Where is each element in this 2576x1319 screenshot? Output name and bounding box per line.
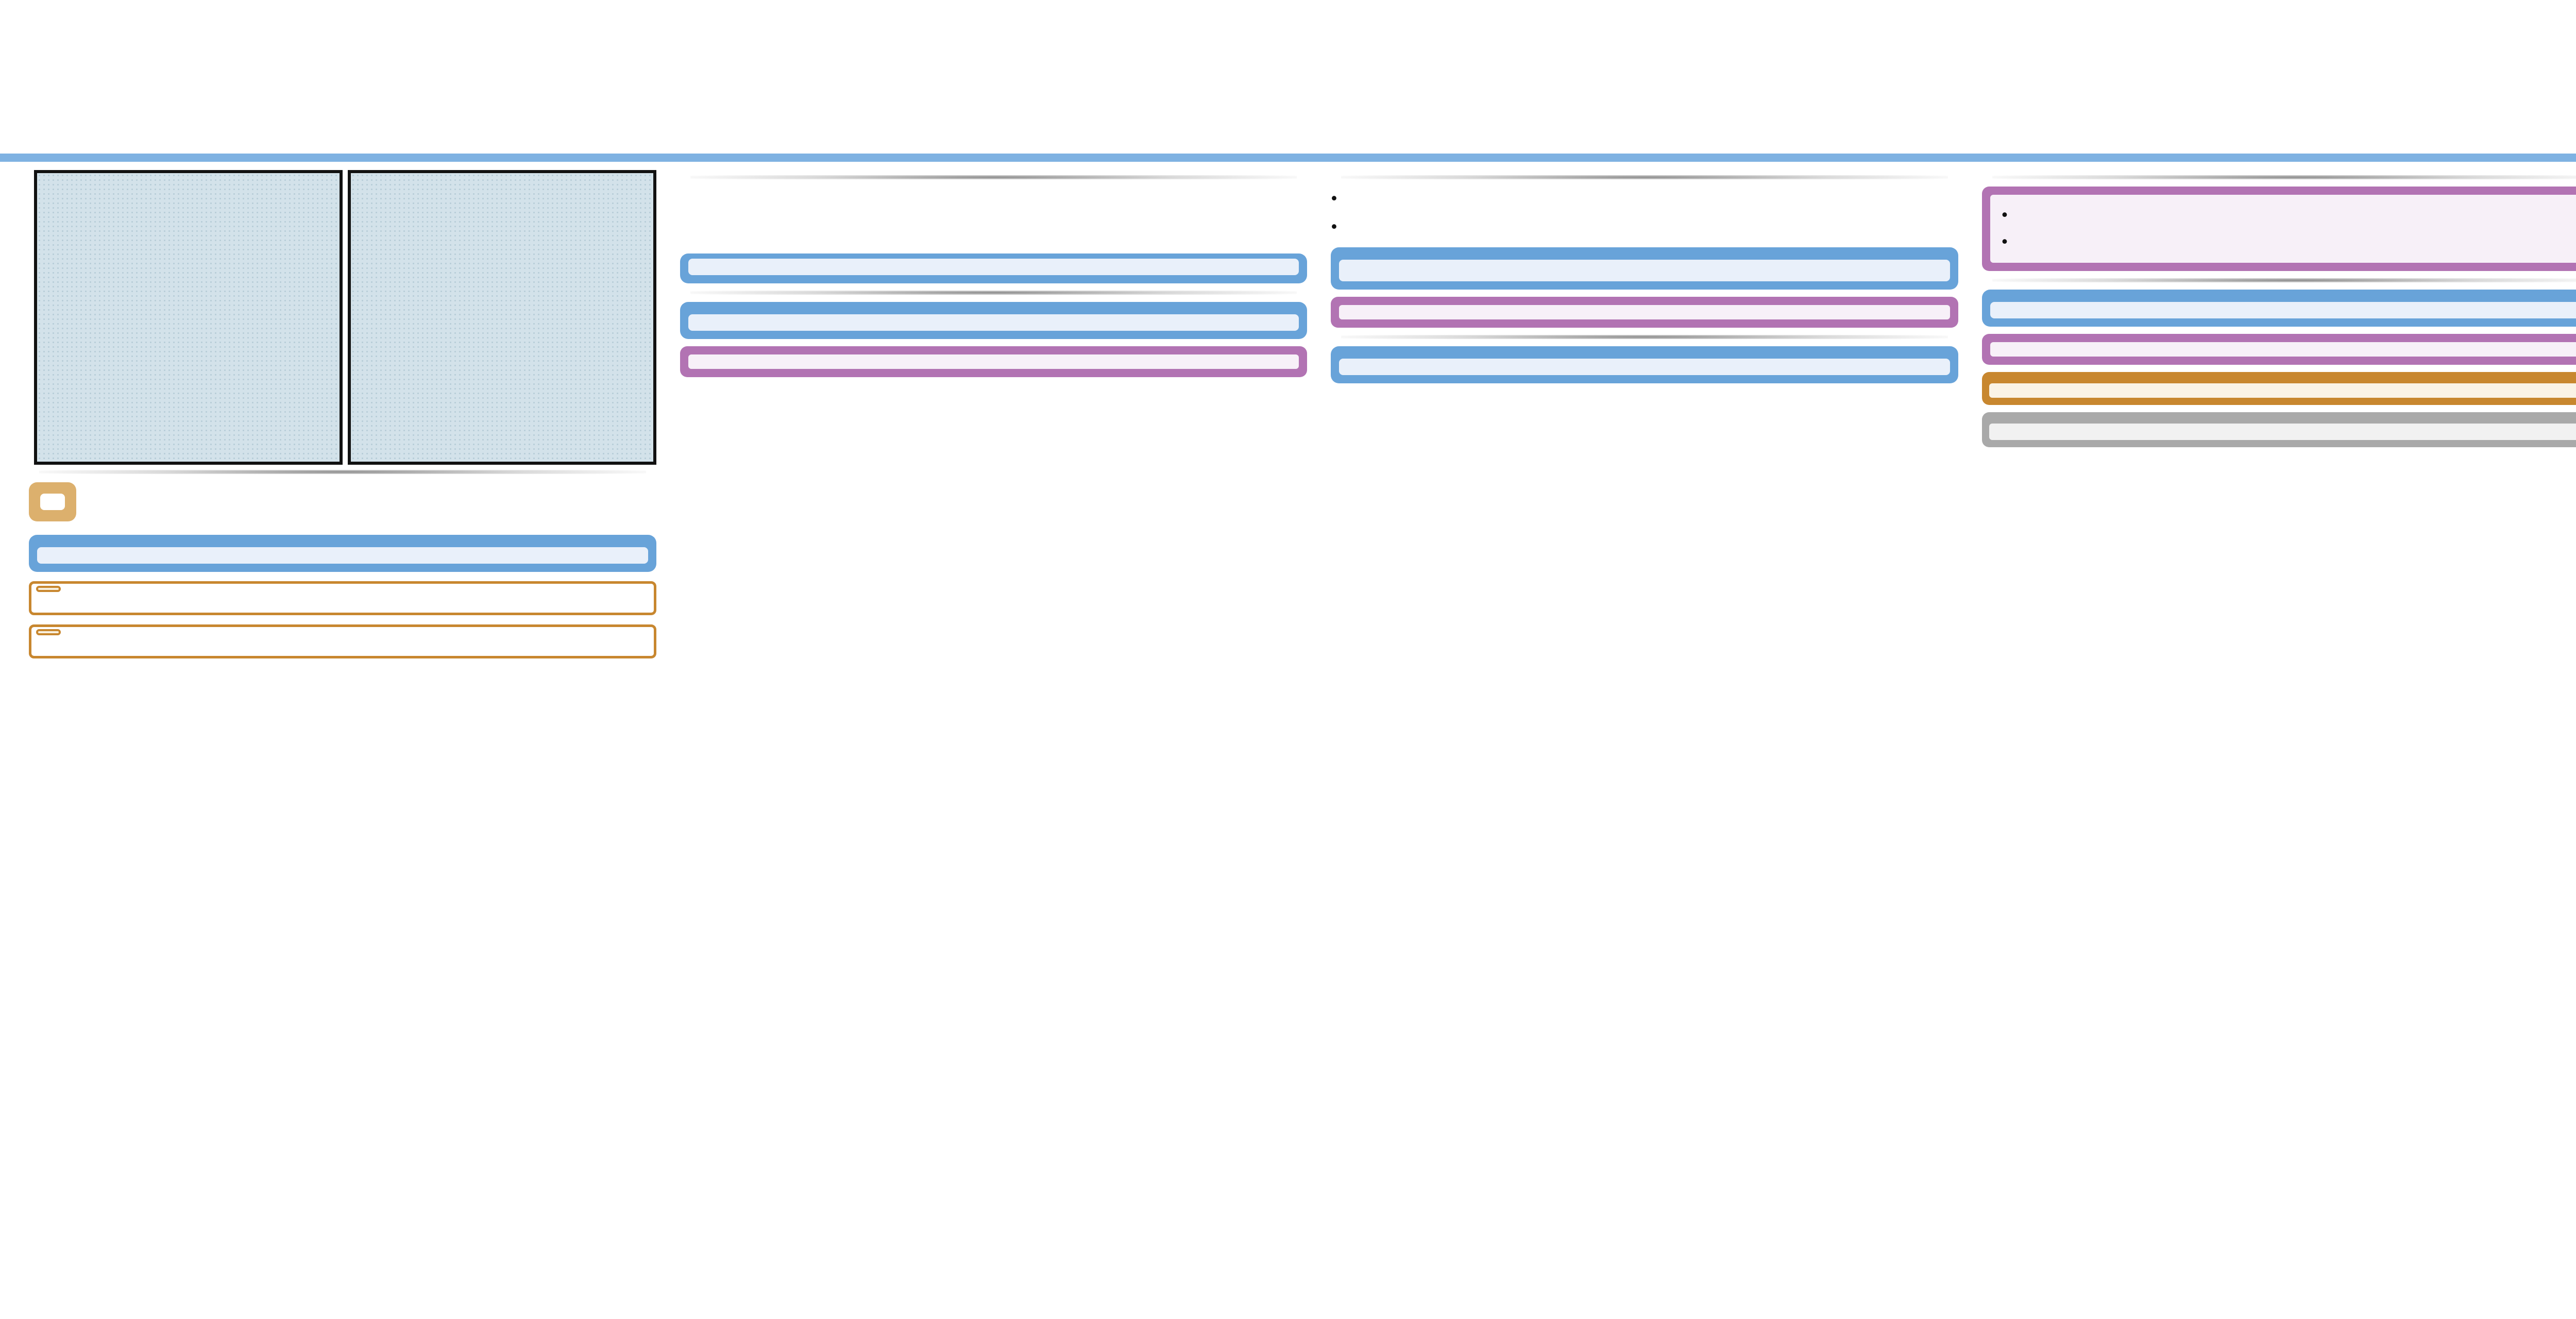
column-traumabase: • • bbox=[1981, 170, 2576, 1314]
section-rule bbox=[690, 291, 1297, 295]
qr-code bbox=[2501, 19, 2576, 134]
cqr-validity-text bbox=[688, 259, 1299, 275]
mda-result-2: • bbox=[2001, 231, 2013, 252]
proposition-informal-body bbox=[688, 314, 1299, 331]
section-rule bbox=[1992, 278, 2576, 282]
gaussian-bullet-1: • bbox=[1331, 188, 1343, 209]
conclusion-box bbox=[680, 346, 1307, 377]
mda-result-1: • bbox=[2001, 205, 2013, 226]
column-cqr bbox=[680, 170, 1307, 1314]
comic-panel-2 bbox=[347, 170, 656, 465]
marginal-validity-box bbox=[29, 581, 656, 615]
bayes-body bbox=[1990, 301, 2576, 318]
mcv-title bbox=[36, 629, 61, 635]
depend-box bbox=[1331, 296, 1958, 328]
open-directions-body bbox=[1989, 383, 2576, 398]
open-directions-box bbox=[1981, 371, 2576, 405]
universal-text bbox=[1990, 342, 2576, 357]
mv-title bbox=[36, 586, 61, 592]
section-rule bbox=[39, 470, 646, 474]
gaussian-bullet-2: • bbox=[1331, 216, 1343, 238]
mask-table bbox=[29, 482, 76, 521]
header-divider bbox=[0, 154, 2576, 162]
section-rule bbox=[690, 175, 1297, 179]
mcv-formula bbox=[29, 624, 656, 658]
lemma-box bbox=[29, 535, 656, 572]
references-body bbox=[1989, 423, 2576, 440]
depend-text bbox=[1339, 305, 1950, 319]
comic-panel-1 bbox=[34, 170, 343, 465]
mv-formula bbox=[29, 581, 656, 615]
proposition-informal-box bbox=[680, 302, 1307, 339]
column-insights-mda: • • bbox=[1331, 170, 1958, 1314]
section-rule bbox=[1341, 175, 1948, 179]
universal-box bbox=[1981, 333, 2576, 365]
oracle-proposition-box bbox=[1331, 247, 1958, 290]
bayes-box bbox=[1981, 289, 2576, 327]
cqr-validity-box bbox=[680, 253, 1307, 283]
conclusion-text bbox=[688, 354, 1299, 369]
column-setting-and-goal bbox=[29, 170, 656, 1314]
theorem-box bbox=[1331, 346, 1958, 383]
theorem-body bbox=[1339, 358, 1950, 375]
mda-results-body: • • bbox=[1990, 195, 2576, 263]
section-rule bbox=[1341, 334, 1948, 339]
lemma-body bbox=[37, 547, 648, 564]
references-box bbox=[1981, 412, 2576, 447]
oracle-body bbox=[1339, 259, 1950, 281]
section-rule bbox=[1992, 175, 2576, 179]
mda-results-box: • • bbox=[1981, 187, 2576, 271]
mask-conditional-validity-box bbox=[29, 624, 656, 658]
comic-strip bbox=[29, 170, 656, 465]
